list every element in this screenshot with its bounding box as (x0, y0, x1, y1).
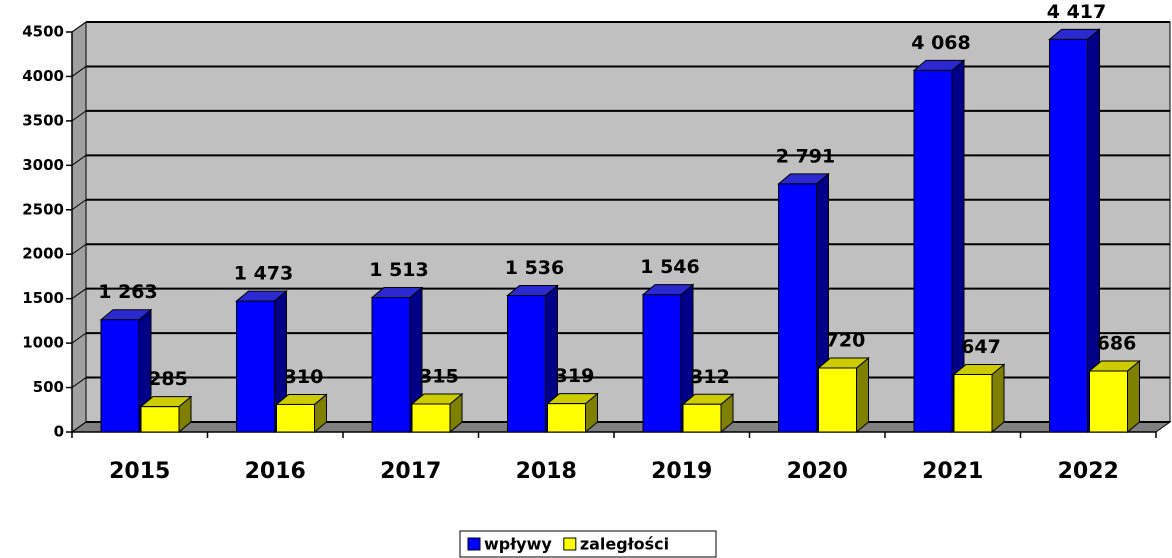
bar (411, 403, 451, 433)
bar-side (1127, 359, 1140, 434)
bar (1049, 38, 1088, 433)
x-tick-label: 2019 (651, 459, 712, 484)
y-tick-label: 0 (54, 423, 64, 441)
value-label: 4 417 (1047, 1, 1107, 23)
grid-line (71, 288, 87, 300)
grid-line (71, 110, 87, 122)
bar (778, 183, 817, 433)
grid-line (71, 243, 87, 255)
value-label: 647 (961, 336, 1001, 358)
value-label: 1 546 (640, 256, 700, 278)
bar (547, 403, 586, 433)
bar (140, 406, 180, 433)
y-tick-label: 2500 (22, 200, 64, 218)
y-tick-label: 3500 (22, 111, 64, 129)
side-wall (71, 21, 87, 433)
value-label: 312 (690, 366, 730, 388)
y-tick-label: 1000 (22, 334, 64, 352)
bar (682, 403, 722, 433)
grid-line (71, 332, 87, 344)
value-label: 319 (555, 365, 595, 387)
bar (953, 373, 993, 433)
bar (642, 294, 682, 433)
value-label: 310 (284, 366, 324, 388)
grid-line (71, 21, 87, 33)
y-tick-label: 4000 (22, 67, 64, 85)
grid-line (71, 199, 87, 211)
value-label: 720 (826, 330, 866, 352)
legend-box (459, 530, 717, 558)
bar (1089, 370, 1128, 433)
value-label: 315 (419, 366, 459, 388)
bar (371, 297, 411, 433)
value-label: 285 (148, 368, 188, 390)
x-tick-label: 2020 (787, 459, 848, 484)
bar (100, 319, 140, 433)
value-label: 2 791 (776, 145, 836, 167)
bar (507, 294, 546, 433)
x-tick-label: 2021 (922, 459, 983, 484)
value-label: 1 263 (98, 281, 158, 303)
y-tick-label: 3000 (22, 156, 64, 174)
value-label: 4 068 (911, 32, 971, 54)
x-tick-label: 2017 (380, 459, 441, 484)
legend-swatch (467, 537, 481, 551)
bar (913, 69, 953, 433)
grid-line (71, 154, 87, 166)
y-tick-label: 2000 (22, 245, 64, 263)
bar (276, 403, 315, 433)
x-tick-label: 2018 (516, 459, 577, 484)
bar-side (991, 363, 1005, 434)
value-label: 1 536 (505, 257, 565, 279)
grid-line (71, 377, 87, 388)
y-tick-label: 500 (33, 378, 64, 396)
y-tick-label: 4500 (22, 23, 64, 41)
value-label: 686 (1097, 333, 1137, 355)
legend-label: wpływy (484, 535, 552, 554)
x-tick-label: 2022 (1058, 459, 1119, 484)
bar-side (856, 356, 869, 434)
legend-label: zaległości (580, 535, 669, 554)
legend-swatch (563, 537, 577, 551)
value-label: 1 473 (234, 263, 294, 285)
value-label: 1 513 (369, 259, 429, 281)
y-tick-label: 1500 (22, 289, 64, 307)
x-tick-label: 2015 (109, 459, 170, 484)
bar (236, 300, 275, 433)
bar (818, 367, 857, 433)
x-tick-label: 2016 (245, 459, 306, 484)
grid-line (71, 421, 87, 433)
grid-line (71, 66, 87, 77)
